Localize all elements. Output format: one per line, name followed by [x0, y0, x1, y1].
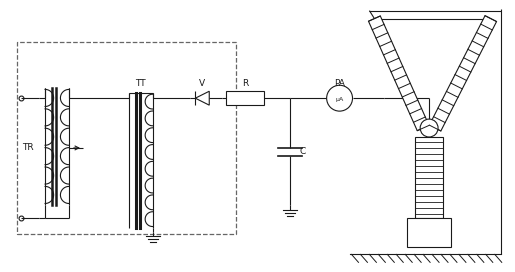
- Bar: [407, 218, 451, 248]
- Bar: [226, 91, 264, 105]
- Text: V: V: [199, 79, 205, 88]
- Circle shape: [420, 119, 438, 137]
- Text: C: C: [300, 147, 306, 156]
- Text: TR: TR: [22, 143, 34, 152]
- Polygon shape: [369, 16, 429, 131]
- Bar: [415, 137, 443, 218]
- Text: R: R: [242, 79, 248, 88]
- Bar: [17, 42, 236, 234]
- Text: PA: PA: [334, 79, 345, 88]
- Text: TT: TT: [135, 79, 146, 88]
- Circle shape: [327, 85, 352, 111]
- Text: μA: μA: [335, 97, 344, 102]
- Polygon shape: [430, 16, 496, 131]
